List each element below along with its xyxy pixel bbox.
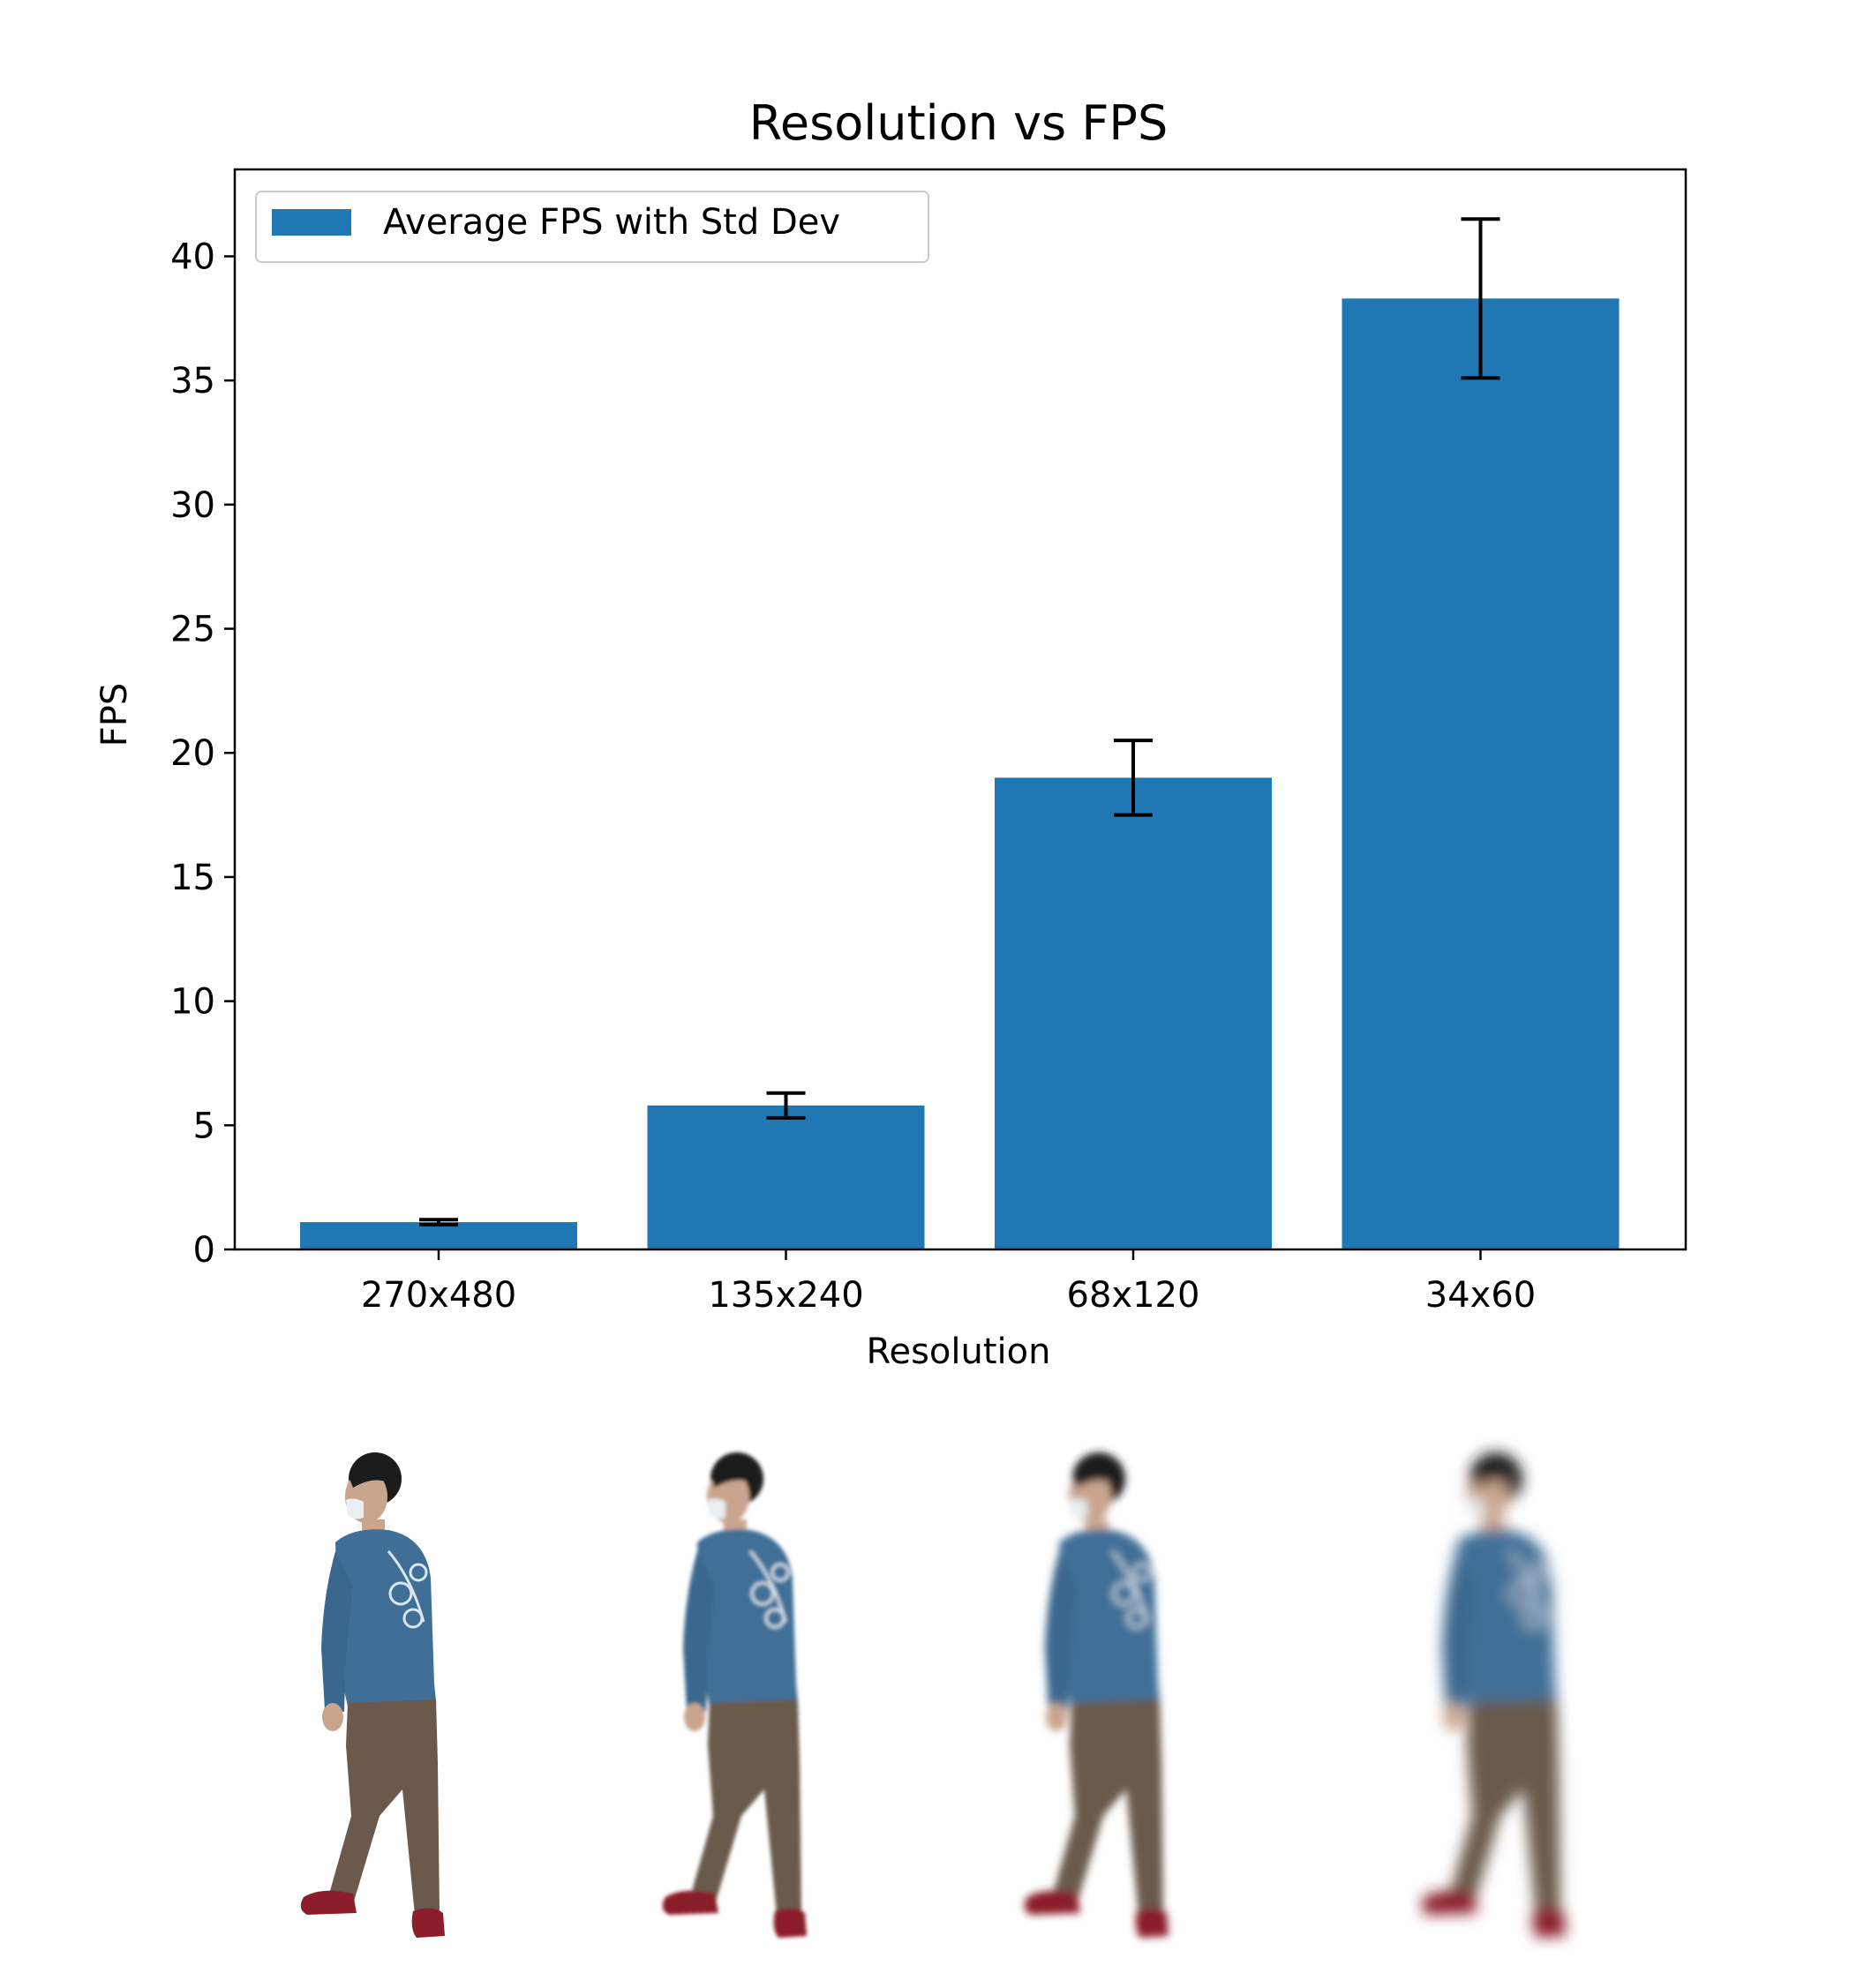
- bars-layer: [300, 298, 1620, 1249]
- person-walking-sharp-icon: [299, 1451, 447, 1939]
- error-bar-68x120: [1114, 739, 1153, 817]
- error-bars-layer: [419, 217, 1500, 1227]
- x-tick-label: 270x480: [361, 1275, 516, 1316]
- x-axis-label: Resolution: [866, 1332, 1050, 1372]
- plot-area-frame: [233, 168, 1687, 1251]
- bar-chart: Resolution vs FPS 0 5 10 15 20 25 30 35 40 270x4…: [94, 95, 1687, 1372]
- y-tick-label: 15: [170, 858, 215, 898]
- y-axis-label: FPS: [94, 683, 135, 747]
- legend: Average FPS with Std Dev: [255, 191, 929, 263]
- error-bar-34x60: [1461, 217, 1500, 380]
- bar-270x480: [300, 1222, 577, 1249]
- chart-title: Resolution vs FPS: [749, 95, 1168, 151]
- legend-swatch: [272, 209, 351, 236]
- y-tick-label: 20: [170, 733, 215, 774]
- legend-entry-label: Average FPS with Std Dev: [383, 202, 840, 243]
- y-tick-label: 0: [193, 1230, 215, 1271]
- bar-68x120: [995, 777, 1272, 1249]
- y-axis: 0 5 10 15 20 25 30 35 40: [170, 236, 235, 1271]
- x-axis: 270x480 135x240 68x120 34x60: [361, 1249, 1536, 1316]
- x-tick-label: 135x240: [708, 1275, 863, 1316]
- person-walking-soft-icon: [661, 1451, 808, 1939]
- y-tick-label: 35: [170, 361, 215, 401]
- person-walking-very-blurry-icon: [1420, 1451, 1567, 1939]
- y-tick-label: 5: [193, 1106, 215, 1146]
- x-tick-label: 34x60: [1425, 1275, 1536, 1316]
- error-bar-270x480: [419, 1218, 458, 1227]
- legend-box: [255, 191, 929, 263]
- error-bar-135x240: [766, 1091, 806, 1120]
- person-walking-blurry-icon: [1023, 1451, 1170, 1939]
- bar-34x60: [1342, 298, 1620, 1249]
- resolution-example-images: [299, 1451, 1567, 1939]
- y-tick-label: 40: [170, 236, 215, 277]
- x-tick-label: 68x120: [1067, 1275, 1200, 1316]
- bar-135x240: [647, 1105, 925, 1249]
- y-tick-label: 25: [170, 610, 215, 650]
- y-tick-label: 10: [170, 982, 215, 1023]
- y-tick-label: 30: [170, 485, 215, 526]
